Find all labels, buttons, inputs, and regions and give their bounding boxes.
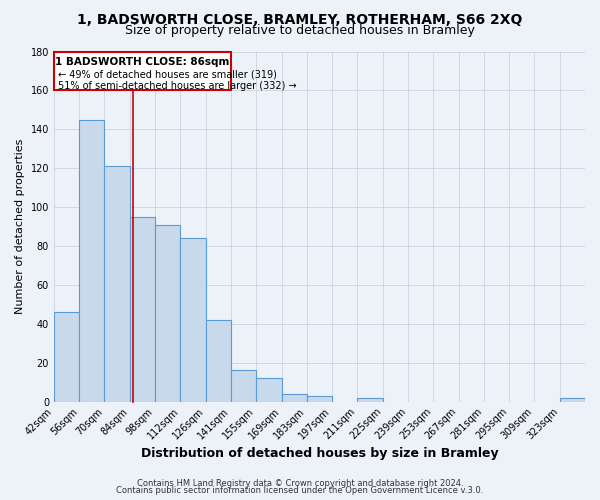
Bar	[181, 238, 206, 402]
Bar	[54, 312, 79, 402]
Bar	[560, 398, 585, 402]
Bar	[206, 320, 231, 402]
X-axis label: Distribution of detached houses by size in Bramley: Distribution of detached houses by size …	[140, 447, 498, 460]
Text: 51% of semi-detached houses are larger (332) →: 51% of semi-detached houses are larger (…	[58, 80, 296, 90]
Bar	[79, 120, 104, 402]
Bar	[307, 396, 332, 402]
Text: 1, BADSWORTH CLOSE, BRAMLEY, ROTHERHAM, S66 2XQ: 1, BADSWORTH CLOSE, BRAMLEY, ROTHERHAM, …	[77, 12, 523, 26]
Bar	[281, 394, 307, 402]
Text: 1 BADSWORTH CLOSE: 86sqm: 1 BADSWORTH CLOSE: 86sqm	[55, 58, 230, 68]
Bar	[104, 166, 130, 402]
Bar	[256, 378, 281, 402]
Text: Size of property relative to detached houses in Bramley: Size of property relative to detached ho…	[125, 24, 475, 37]
Bar	[358, 398, 383, 402]
Y-axis label: Number of detached properties: Number of detached properties	[15, 139, 25, 314]
Bar	[155, 224, 181, 402]
Text: ← 49% of detached houses are smaller (319): ← 49% of detached houses are smaller (31…	[58, 69, 277, 79]
Bar	[130, 217, 155, 402]
FancyBboxPatch shape	[54, 52, 231, 90]
Text: Contains HM Land Registry data © Crown copyright and database right 2024.: Contains HM Land Registry data © Crown c…	[137, 478, 463, 488]
Bar	[231, 370, 256, 402]
Text: Contains public sector information licensed under the Open Government Licence v.: Contains public sector information licen…	[116, 486, 484, 495]
